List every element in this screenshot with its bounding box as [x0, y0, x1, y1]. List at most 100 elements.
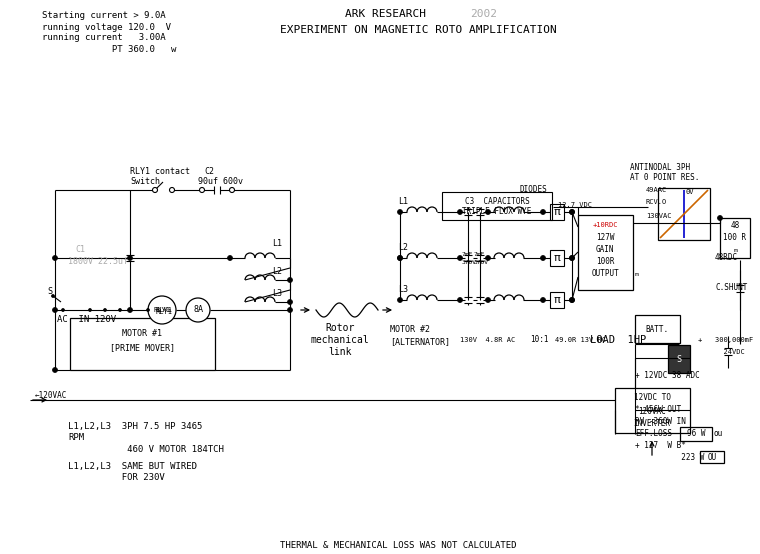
Circle shape — [52, 255, 58, 260]
Circle shape — [540, 297, 546, 302]
Text: L1,L2,L3  SAME BUT WIRED: L1,L2,L3 SAME BUT WIRED — [68, 461, 197, 470]
Circle shape — [458, 255, 463, 260]
Text: [PRIME MOVER]: [PRIME MOVER] — [109, 343, 175, 352]
Text: RCV.O: RCV.O — [646, 199, 667, 205]
Text: 0V: 0V — [686, 189, 695, 195]
Text: 12VDC TO: 12VDC TO — [634, 393, 670, 403]
Circle shape — [569, 297, 575, 302]
Text: RLY1 contact: RLY1 contact — [130, 167, 190, 177]
Bar — [442, 192, 552, 220]
Text: 49AAC: 49AAC — [646, 187, 667, 193]
Text: 120VAC: 120VAC — [638, 407, 666, 416]
Bar — [550, 204, 564, 220]
Bar — [700, 451, 724, 463]
Text: π: π — [553, 253, 560, 263]
Circle shape — [486, 255, 490, 260]
Text: 48RDC: 48RDC — [715, 254, 738, 263]
Bar — [550, 250, 564, 266]
Text: 24VDC: 24VDC — [698, 349, 745, 355]
Text: LOAD  1HP: LOAD 1HP — [590, 335, 646, 345]
Circle shape — [62, 309, 65, 311]
Text: RLY1: RLY1 — [155, 307, 172, 313]
Text: 10:1: 10:1 — [530, 336, 549, 345]
Text: running current   3.00A: running current 3.00A — [42, 33, 166, 43]
Text: 7mF: 7mF — [462, 252, 473, 257]
Text: EXPERIMENT ON MAGNETIC ROTO AMPLIFICATION: EXPERIMENT ON MAGNETIC ROTO AMPLIFICATIO… — [280, 25, 557, 35]
Bar — [70, 318, 215, 370]
Bar — [680, 427, 712, 441]
Text: running voltage 120.0  V: running voltage 120.0 V — [42, 23, 171, 32]
Text: PT 360.0   w: PT 360.0 w — [42, 44, 176, 54]
Circle shape — [458, 209, 463, 214]
Circle shape — [227, 255, 233, 260]
Circle shape — [287, 300, 293, 305]
Circle shape — [397, 209, 403, 214]
Text: C2: C2 — [204, 167, 214, 177]
Text: 460 V MOTOR 184TCH: 460 V MOTOR 184TCH — [68, 445, 224, 454]
Text: ←120VAC: ←120VAC — [35, 391, 68, 399]
Text: L1,L2,L3  3PH 7.5 HP 3465: L1,L2,L3 3PH 7.5 HP 3465 — [68, 422, 202, 430]
Text: +   300,000mF: + 300,000mF — [698, 337, 753, 343]
Text: OU: OU — [708, 453, 717, 461]
Circle shape — [486, 297, 490, 302]
Circle shape — [103, 309, 106, 311]
Text: π: π — [553, 295, 560, 305]
Text: THERMAL & MECHANICAL LOSS WAS NOT CALCULATED: THERMAL & MECHANICAL LOSS WAS NOT CALCUL… — [280, 541, 517, 551]
Circle shape — [52, 307, 58, 312]
Circle shape — [569, 209, 575, 214]
Bar — [578, 215, 633, 290]
Circle shape — [128, 255, 132, 260]
Circle shape — [717, 216, 723, 220]
Circle shape — [199, 187, 204, 192]
Text: π: π — [553, 207, 560, 217]
Text: C1: C1 — [75, 245, 85, 254]
Circle shape — [119, 309, 122, 311]
Circle shape — [88, 309, 91, 311]
Circle shape — [486, 209, 490, 214]
Bar — [615, 388, 690, 433]
Circle shape — [52, 295, 55, 297]
Text: Starting current > 9.0A: Starting current > 9.0A — [42, 12, 166, 20]
Text: RLY1: RLY1 — [154, 307, 170, 313]
Text: 223 W: 223 W — [635, 453, 705, 461]
Circle shape — [230, 187, 235, 192]
Text: + 127  W B*: + 127 W B* — [635, 442, 686, 450]
Text: 12.7 VDC: 12.7 VDC — [558, 202, 592, 208]
Circle shape — [397, 255, 403, 260]
Bar — [658, 188, 710, 240]
Circle shape — [287, 278, 293, 283]
Text: ou: ou — [714, 428, 724, 438]
Text: L1: L1 — [398, 197, 408, 207]
Circle shape — [569, 255, 575, 260]
Text: TRIPLE FLUX WYE: TRIPLE FLUX WYE — [462, 208, 532, 217]
Text: RPM: RPM — [68, 433, 84, 443]
Text: 130VAC: 130VAC — [646, 213, 672, 219]
Text: 49.0R 13V RC: 49.0R 13V RC — [555, 337, 606, 343]
Bar — [550, 292, 564, 308]
Text: AC  IN 120V: AC IN 120V — [57, 315, 116, 325]
Circle shape — [186, 298, 210, 322]
Text: 100R: 100R — [596, 257, 614, 265]
Circle shape — [569, 255, 575, 260]
Text: -: - — [635, 383, 641, 393]
Text: 8A: 8A — [193, 305, 203, 315]
Text: RLY1: RLY1 — [155, 309, 172, 315]
Text: 96 W: 96 W — [687, 428, 705, 438]
Text: Switch: Switch — [130, 177, 160, 187]
Text: 90uf 600v: 90uf 600v — [198, 177, 243, 187]
Bar — [668, 345, 690, 373]
Text: L3: L3 — [398, 285, 408, 295]
Text: 370V: 370V — [462, 259, 477, 264]
Circle shape — [287, 307, 293, 312]
Circle shape — [128, 307, 132, 312]
Bar — [720, 218, 750, 258]
Text: 130V  4.8R AC: 130V 4.8R AC — [460, 337, 515, 343]
Circle shape — [397, 255, 403, 260]
Text: C.SHUNT: C.SHUNT — [715, 284, 747, 293]
Text: L2: L2 — [272, 268, 282, 276]
Text: 370V: 370V — [474, 259, 489, 264]
Bar — [635, 315, 680, 343]
Text: 127W: 127W — [596, 233, 614, 242]
Text: link: link — [328, 347, 352, 357]
Text: 100 R: 100 R — [724, 233, 746, 243]
